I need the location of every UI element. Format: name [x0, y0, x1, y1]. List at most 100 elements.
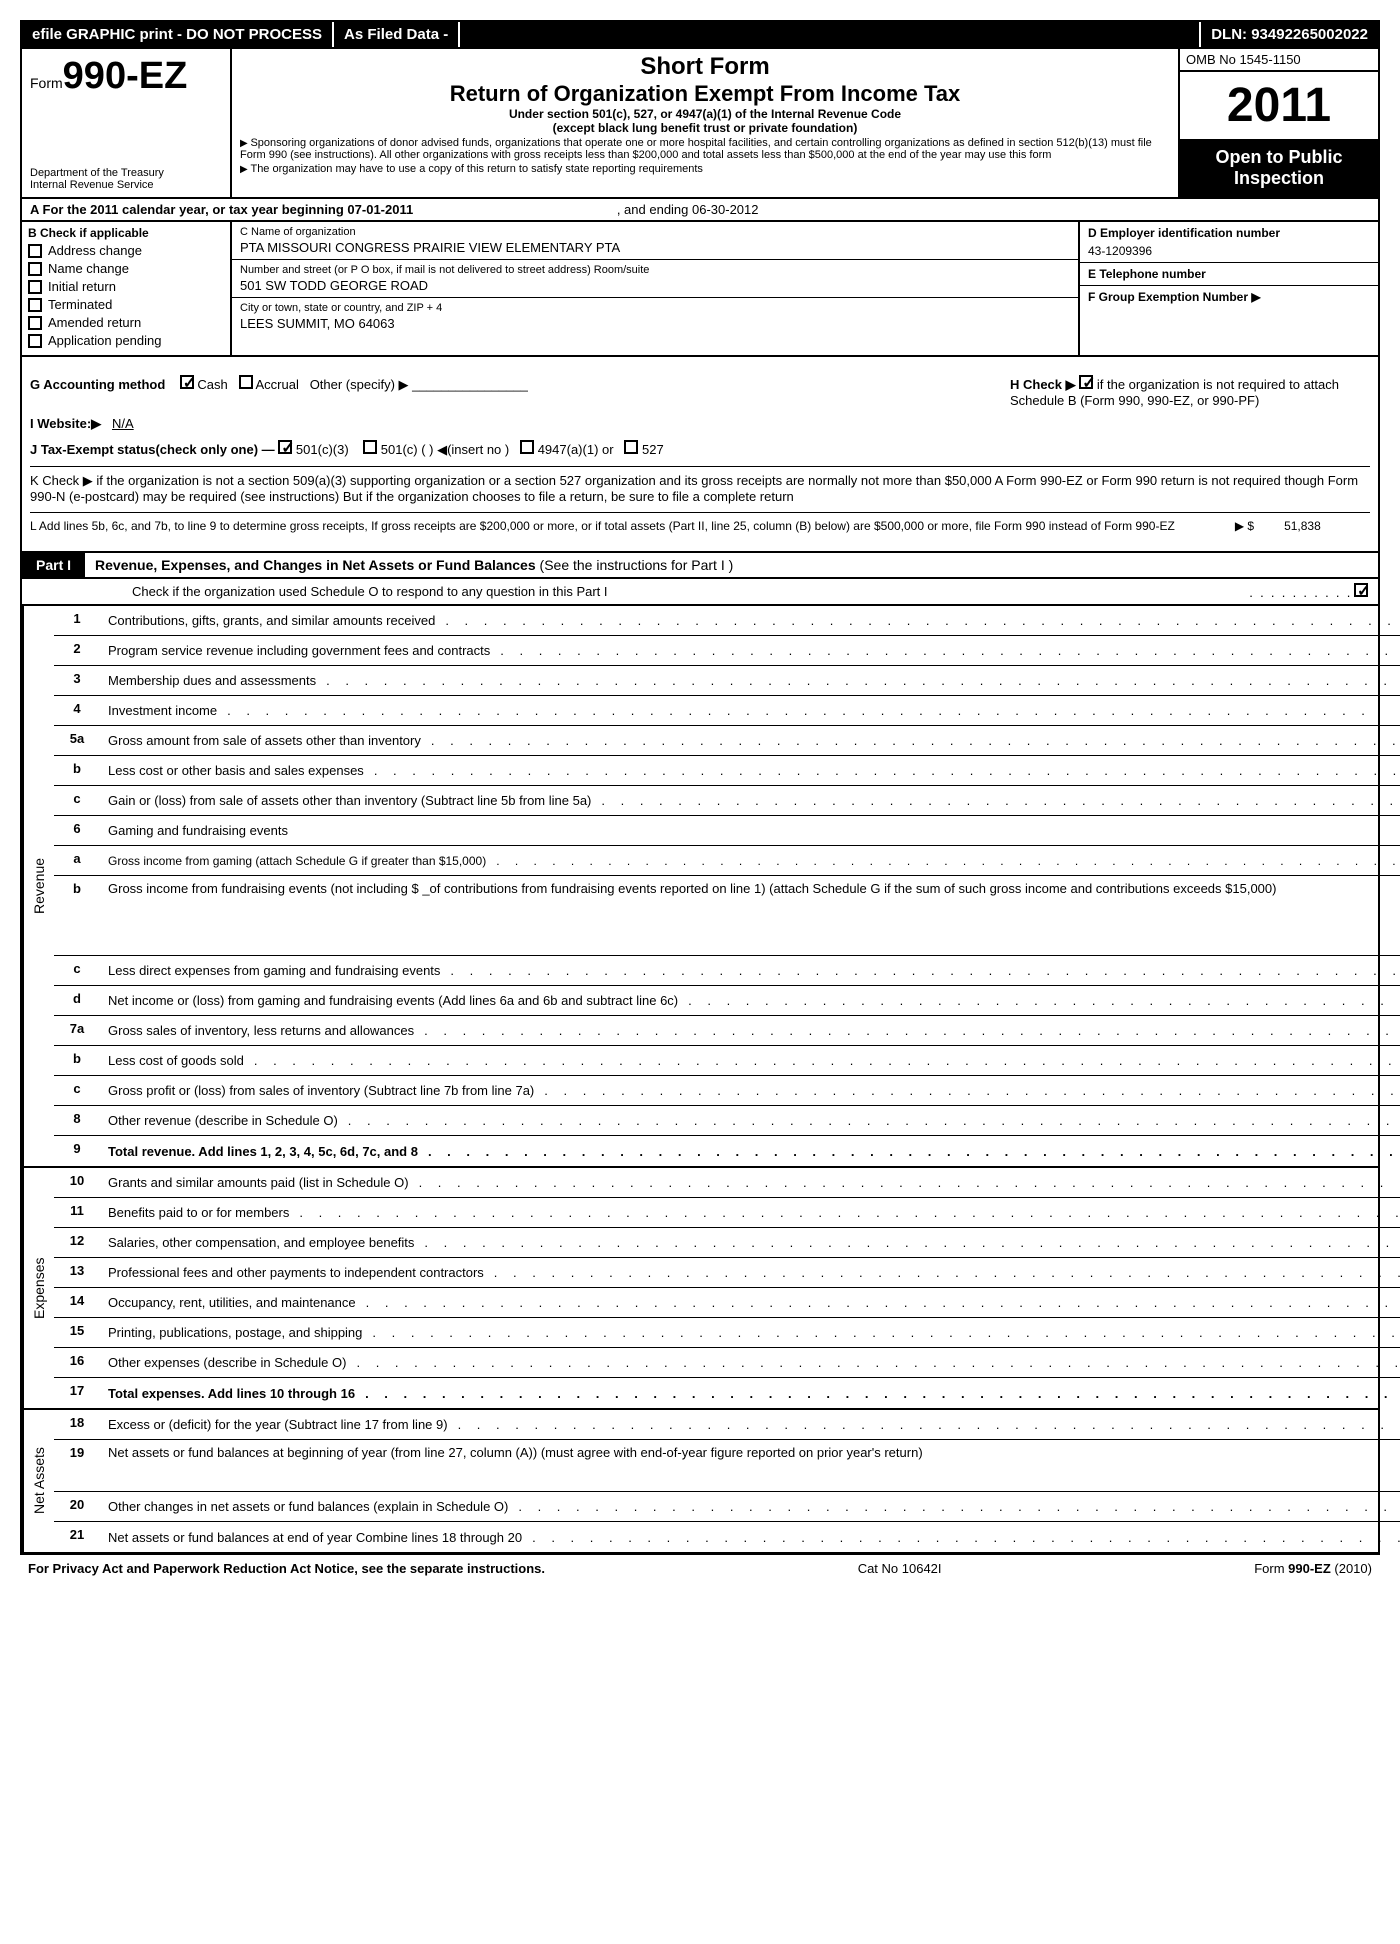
- part-1-sub-text: Check if the organization used Schedule …: [132, 584, 608, 599]
- cb-terminated[interactable]: Terminated: [28, 297, 224, 312]
- open-public-1: Open to Public: [1184, 147, 1374, 168]
- ein-value: 43-1209396: [1088, 244, 1370, 258]
- line-12: 12 Salaries, other compensation, and emp…: [54, 1228, 1400, 1258]
- line-6: 6 Gaming and fundraising events: [54, 816, 1400, 846]
- cb-4947[interactable]: [520, 440, 534, 454]
- revenue-rows: 1 Contributions, gifts, grants, and simi…: [54, 606, 1400, 1166]
- org-city-label: City or town, state or country, and ZIP …: [240, 302, 1070, 314]
- cb-cash[interactable]: [180, 375, 194, 389]
- cb-amended[interactable]: Amended return: [28, 315, 224, 330]
- cash-label: Cash: [197, 377, 227, 392]
- line-2: 2 Program service revenue including gove…: [54, 636, 1400, 666]
- j-501c3: 501(c)(3): [296, 442, 349, 457]
- line-17: 17 Total expenses. Add lines 10 through …: [54, 1378, 1400, 1408]
- header-left: Form990-EZ Department of the Treasury In…: [22, 49, 232, 197]
- org-name-cell: C Name of organization PTA MISSOURI CONG…: [232, 222, 1078, 260]
- accrual-label: Accrual: [255, 377, 298, 392]
- netassets-rows: 18 Excess or (deficit) for the year (Sub…: [54, 1410, 1400, 1552]
- cb-name-change[interactable]: Name change: [28, 261, 224, 276]
- line-13: 13 Professional fees and other payments …: [54, 1258, 1400, 1288]
- row-g-h: G Accounting method Cash Accrual Other (…: [30, 375, 1370, 408]
- group-exemption-cell: F Group Exemption Number ▶: [1080, 286, 1378, 355]
- as-filed: As Filed Data -: [334, 22, 460, 47]
- form-prefix: Form: [30, 75, 63, 91]
- h-check: H Check ▶ if the organization is not req…: [1010, 375, 1370, 408]
- part-1-sub: Check if the organization used Schedule …: [20, 579, 1380, 606]
- group-exemption-label: F Group Exemption Number ▶: [1088, 290, 1261, 304]
- form-header: Form990-EZ Department of the Treasury In…: [20, 49, 1380, 199]
- org-name-label: C Name of organization: [240, 226, 1070, 238]
- dept-line2: Internal Revenue Service: [30, 179, 222, 191]
- accounting-method: G Accounting method Cash Accrual Other (…: [30, 375, 528, 393]
- j-501c: 501(c) ( ) ◀(insert no ): [381, 442, 509, 457]
- tax-year-end: , and ending 06-30-2012: [617, 202, 759, 217]
- netassets-section: Net Assets 18 Excess or (deficit) for th…: [20, 1410, 1380, 1554]
- expenses-side-label: Expenses: [22, 1168, 54, 1408]
- website-value: N/A: [112, 416, 134, 431]
- cb-initial-return[interactable]: Initial return: [28, 279, 224, 294]
- line-9: 9 Total revenue. Add lines 1, 2, 3, 4, 5…: [54, 1136, 1400, 1166]
- g-label: G Accounting method: [30, 377, 165, 392]
- other-label: Other (specify) ▶: [310, 377, 409, 392]
- org-addr-value: 501 SW TODD GEORGE ROAD: [240, 278, 1070, 293]
- website-label: I Website:▶: [30, 416, 101, 431]
- expenses-section: Expenses 10 Grants and similar amounts p…: [20, 1168, 1380, 1410]
- under-section: Under section 501(c), 527, or 4947(a)(1)…: [240, 107, 1170, 121]
- telephone-label: E Telephone number: [1088, 267, 1206, 281]
- efile-notice: efile GRAPHIC print - DO NOT PROCESS: [22, 22, 334, 47]
- line-21: 21 Net assets or fund balances at end of…: [54, 1522, 1400, 1552]
- omb-number: OMB No 1545-1150: [1180, 49, 1378, 72]
- line-7b: b Less cost of goods sold . . . . . . . …: [54, 1046, 1400, 1076]
- ein-label: D Employer identification number: [1088, 226, 1280, 240]
- l-amt-label: ▶ $: [1235, 519, 1254, 533]
- part-1-header: Part I Revenue, Expenses, and Changes in…: [20, 553, 1380, 579]
- revenue-section: Revenue 1 Contributions, gifts, grants, …: [20, 606, 1380, 1168]
- line-6b: b Gross income from fundraising events (…: [54, 876, 1400, 956]
- line-1: 1 Contributions, gifts, grants, and simi…: [54, 606, 1400, 636]
- cb-schedule-o[interactable]: [1354, 583, 1368, 597]
- cb-501c[interactable]: [363, 440, 377, 454]
- info-grid: B Check if applicable Address change Nam…: [20, 222, 1380, 357]
- line-6d: d Net income or (loss) from gaming and f…: [54, 986, 1400, 1016]
- org-addr-label: Number and street (or P O box, if mail i…: [240, 264, 1070, 276]
- tax-year: 2011: [1180, 72, 1378, 139]
- line-5a: 5a Gross amount from sale of assets othe…: [54, 726, 1400, 756]
- row-j-taxexempt: J Tax-Exempt status(check only one) — 50…: [30, 440, 1370, 458]
- org-address-cell: Number and street (or P O box, if mail i…: [232, 260, 1078, 298]
- section-a-taxyear: A For the 2011 calendar year, or tax yea…: [20, 199, 1380, 222]
- cb-application-pending[interactable]: Application pending: [28, 333, 224, 348]
- mid-block: G Accounting method Cash Accrual Other (…: [20, 357, 1380, 553]
- expenses-rows: 10 Grants and similar amounts paid (list…: [54, 1168, 1400, 1408]
- line-11: 11 Benefits paid to or for members . . .…: [54, 1198, 1400, 1228]
- dept-line1: Department of the Treasury: [30, 167, 222, 179]
- line-6c: c Less direct expenses from gaming and f…: [54, 956, 1400, 986]
- footer-catno: Cat No 10642I: [858, 1561, 942, 1576]
- org-name-value: PTA MISSOURI CONGRESS PRAIRIE VIEW ELEME…: [240, 240, 1070, 255]
- line-8: 8 Other revenue (describe in Schedule O)…: [54, 1106, 1400, 1136]
- state-note: The organization may have to use a copy …: [240, 163, 1170, 175]
- cb-schedule-b[interactable]: [1079, 375, 1093, 389]
- l-text: L Add lines 5b, 6c, and 7b, to line 9 to…: [30, 519, 1175, 533]
- cb-527[interactable]: [624, 440, 638, 454]
- j-label: J Tax-Exempt status(check only one) —: [30, 442, 275, 457]
- header-right: OMB No 1545-1150 2011 Open to Public Ins…: [1178, 49, 1378, 197]
- netassets-side-label: Net Assets: [22, 1410, 54, 1552]
- cb-address-change[interactable]: Address change: [28, 243, 224, 258]
- form-number: Form990-EZ: [30, 55, 222, 98]
- page-footer: For Privacy Act and Paperwork Reduction …: [20, 1554, 1380, 1582]
- part-1-title-suffix: (See the instructions for Part I ): [540, 557, 734, 573]
- line-18: 18 Excess or (deficit) for the year (Sub…: [54, 1410, 1400, 1440]
- k-text: K Check ▶ if the organization is not a s…: [30, 473, 1358, 504]
- col-b-header: B Check if applicable: [28, 226, 224, 240]
- line-6a: a Gross income from gaming (attach Sched…: [54, 846, 1400, 876]
- line-20: 20 Other changes in net assets or fund b…: [54, 1492, 1400, 1522]
- cb-accrual[interactable]: [239, 375, 253, 389]
- line-7a: 7a Gross sales of inventory, less return…: [54, 1016, 1400, 1046]
- open-public-badge: Open to Public Inspection: [1180, 139, 1378, 197]
- line-15: 15 Printing, publications, postage, and …: [54, 1318, 1400, 1348]
- cb-501c3[interactable]: [278, 440, 292, 454]
- ein-cell: D Employer identification number 43-1209…: [1080, 222, 1378, 263]
- j-527: 527: [642, 442, 664, 457]
- dln: DLN: 93492265002022: [1199, 22, 1378, 47]
- h-label: H Check ▶: [1010, 377, 1076, 392]
